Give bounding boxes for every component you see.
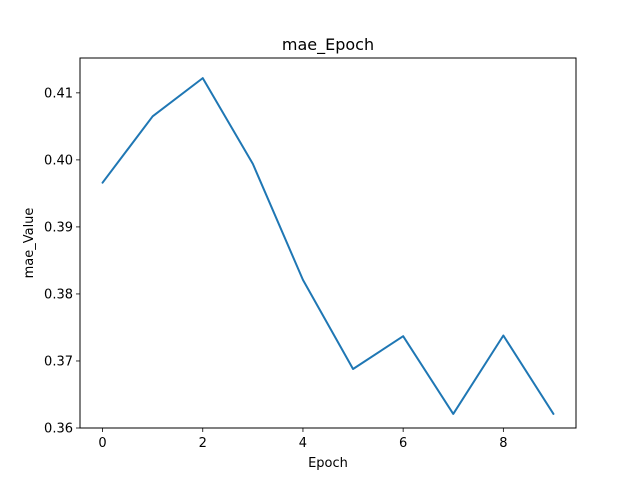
y-tick-label: 0.36	[44, 422, 73, 437]
data-point	[100, 180, 105, 185]
plot-frame	[79, 57, 577, 429]
y-axis-ticks: 0.36 0.37 0.38 0.39 0.40 0.41	[44, 86, 80, 437]
y-tick-label: 0.37	[44, 354, 73, 369]
plot-area	[100, 76, 556, 416]
x-tick-label: 2	[199, 436, 207, 451]
data-point	[501, 333, 506, 338]
y-axis-label: mae_Value	[22, 208, 37, 279]
chart-title: mae_Epoch	[282, 35, 374, 55]
x-tick-label: 0	[98, 436, 106, 451]
data-point	[300, 277, 305, 282]
data-point	[551, 411, 556, 416]
y-tick-label: 0.39	[44, 220, 73, 235]
y-tick-label: 0.38	[44, 287, 73, 302]
data-point	[351, 367, 356, 372]
data-point	[250, 161, 255, 166]
x-tick-label: 8	[499, 436, 507, 451]
data-point	[401, 334, 406, 339]
series-line	[101, 77, 555, 415]
y-tick-label: 0.40	[44, 153, 73, 168]
y-tick-label: 0.41	[44, 86, 73, 101]
x-tick-label: 4	[299, 436, 307, 451]
data-point	[200, 76, 205, 81]
data-point	[150, 114, 155, 119]
x-axis-ticks: 0 2 4 6 8	[98, 428, 507, 451]
x-axis-label: Epoch	[308, 456, 348, 471]
data-point	[451, 411, 456, 416]
x-tick-label: 6	[399, 436, 407, 451]
